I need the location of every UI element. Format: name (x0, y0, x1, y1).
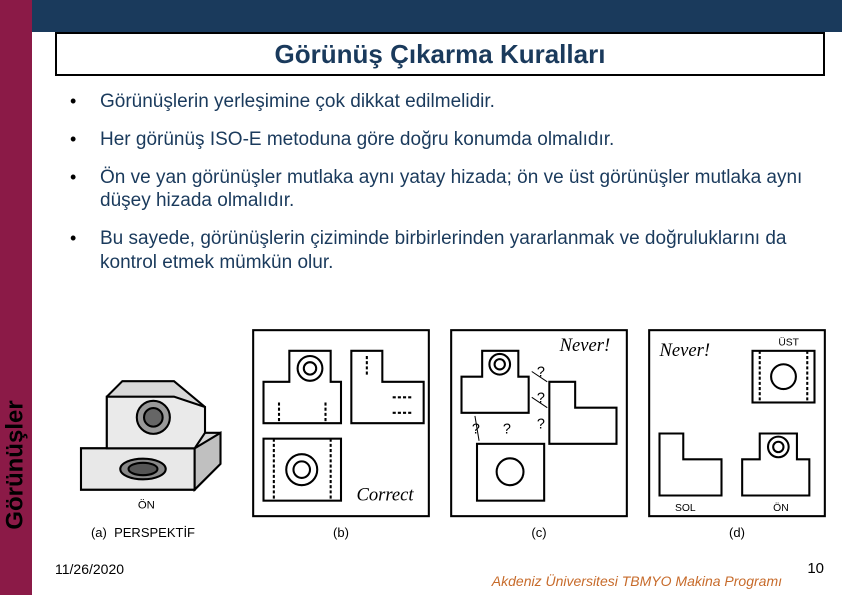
side-label: Görünüşler (0, 370, 32, 560)
bullet-dot: • (70, 128, 100, 152)
bullet-text: Görünüşlerin yerleşimine çok dikkat edil… (100, 90, 820, 114)
figure-a-label: (a) PERSPEKTİF (91, 525, 195, 540)
orthographic-wrong-1: Never! ? ? ? ? ? (446, 325, 632, 521)
footer-date: 11/26/2020 (55, 561, 124, 577)
slide-title-box: Görünüş Çıkarma Kuralları (55, 32, 825, 76)
orthographic-correct: Correct (248, 325, 434, 521)
bullet-text: Bu sayede, görünüşlerin çiziminde birbir… (100, 227, 820, 275)
bullet-item: • Ön ve yan görünüşler mutlaka aynı yata… (70, 166, 820, 214)
figures-row: ÖN (a) PERSPEKTİF (50, 330, 830, 540)
bullet-list: • Görünüşlerin yerleşimine çok dikkat ed… (70, 90, 820, 275)
content-area: • Görünüşlerin yerleşimine çok dikkat ed… (70, 90, 820, 289)
perspective-drawing: ÖN (50, 345, 236, 521)
label-on: ÖN (138, 499, 155, 512)
label-ust: ÜST (778, 336, 799, 348)
top-accent-bar (0, 0, 842, 32)
bullet-dot: • (70, 227, 100, 275)
svg-text:?: ? (537, 364, 545, 380)
bullet-dot: • (70, 90, 100, 114)
svg-text:?: ? (503, 421, 511, 437)
bullet-text: Ön ve yan görünüşler mutlaka aynı yatay … (100, 166, 820, 214)
svg-text:?: ? (537, 390, 545, 406)
figure-c: Never! ? ? ? ? ? (446, 325, 632, 540)
bullet-item: • Her görünüş ISO-E metoduna göre doğru … (70, 128, 820, 152)
footer-page-number: 10 (807, 560, 824, 577)
figure-b-label: (b) (333, 525, 349, 540)
label-on: ÖN (773, 502, 789, 514)
bullet-item: • Bu sayede, görünüşlerin çiziminde birb… (70, 227, 820, 275)
figure-a: ÖN (a) PERSPEKTİF (50, 345, 236, 540)
orthographic-wrong-2: Never! ÜST SOL ÖN (644, 325, 830, 521)
figure-d-label: (d) (729, 525, 745, 540)
svg-text:?: ? (537, 416, 545, 432)
bullet-item: • Görünüşlerin yerleşimine çok dikkat ed… (70, 90, 820, 114)
figure-b: Correct (b) (248, 325, 434, 540)
bullet-text: Her görünüş ISO-E metoduna göre doğru ko… (100, 128, 820, 152)
label-correct: Correct (356, 484, 414, 505)
slide-title: Görünüş Çıkarma Kuralları (275, 39, 606, 70)
label-never: Never! (659, 340, 711, 361)
label-sol: SOL (675, 503, 696, 514)
bullet-dot: • (70, 166, 100, 214)
label-never: Never! (559, 335, 611, 356)
figure-c-label: (c) (531, 525, 546, 540)
footer-university: Akdeniz Üniversitesi TBMYO Makina Progra… (492, 573, 782, 589)
figure-d: Never! ÜST SOL ÖN (d) (644, 325, 830, 540)
side-label-text: Görünüşler (2, 400, 30, 529)
